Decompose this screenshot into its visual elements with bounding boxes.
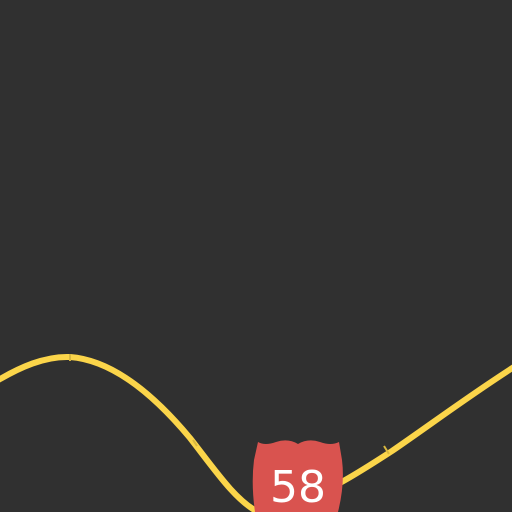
route-shield-number: 58 xyxy=(270,462,326,512)
road-segment-tick xyxy=(192,439,198,447)
route-shield-58[interactable]: 58 xyxy=(252,440,343,512)
road-segment-tick xyxy=(383,445,390,455)
us-highway-shield-icon xyxy=(252,440,343,512)
highway-route-line[interactable] xyxy=(0,353,512,512)
